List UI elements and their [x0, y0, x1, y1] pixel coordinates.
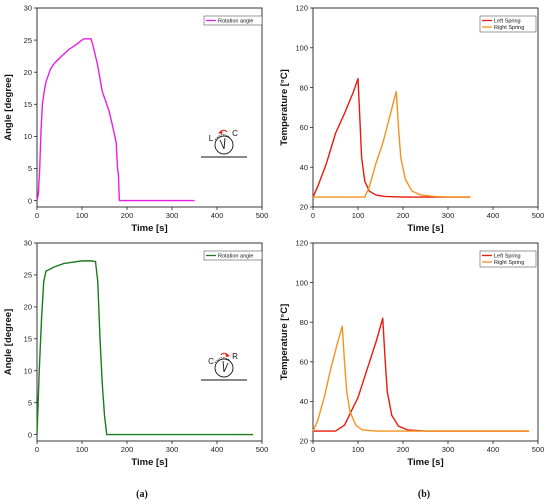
y-tick-label: 80 — [300, 318, 308, 327]
y-tick-label: 40 — [300, 397, 308, 406]
x-tick-label: 300 — [442, 211, 455, 220]
inset-spoke — [223, 362, 229, 373]
legend-entry: Left Spring — [494, 254, 521, 260]
y-tick-label: 5 — [28, 398, 32, 407]
legend — [479, 250, 537, 268]
x-tick-label: 400 — [487, 211, 500, 220]
x-tick-label: 400 — [211, 211, 224, 220]
x-tick-label: 200 — [397, 445, 410, 454]
y-tick-label: 20 — [24, 303, 32, 312]
inset-diagram: CR — [201, 352, 247, 381]
plot-frame — [312, 242, 539, 442]
y-tick-label: 15 — [24, 335, 32, 344]
y-tick-label: 30 — [24, 239, 32, 248]
x-tick-label: 100 — [352, 445, 365, 454]
x-tick-label: 100 — [76, 211, 89, 220]
x-tick-label: 500 — [532, 445, 545, 454]
x-tick-label: 300 — [166, 445, 179, 454]
y-tick-label: 10 — [24, 132, 32, 141]
y-tick-label: 40 — [300, 163, 308, 172]
x-tick-label: 500 — [532, 211, 545, 220]
x-tick-label: 200 — [121, 211, 134, 220]
inset-arrow-head — [225, 352, 230, 357]
inset-spoke — [219, 139, 225, 150]
inset-left-label: L — [209, 134, 214, 143]
legend-entry: Right Spring — [494, 25, 524, 31]
x-tick-label: 0 — [311, 445, 315, 454]
legend-entry: Rotation angle — [218, 254, 253, 260]
inset-spoke — [222, 360, 225, 373]
inset-spoke — [223, 137, 226, 150]
series-line-right-spring — [313, 90, 471, 198]
chart-rotation-angle-bottom: 0 100 200 300 400 500 0 5 10 15 20 25 30 Time [s] Angl… — [3, 239, 268, 468]
x-tick-label: 500 — [256, 211, 269, 220]
x-axis-label: Time [s] — [131, 223, 167, 234]
y-tick-label: 30 — [24, 4, 32, 13]
legend-entry: Rotation angle — [218, 19, 253, 25]
x-axis-label: Time [s] — [131, 457, 167, 468]
y-tick-label: 20 — [300, 203, 308, 212]
x-axis-label: Time [s] — [407, 457, 443, 468]
y-tick-label: 25 — [24, 271, 32, 280]
x-tick-label: 0 — [311, 211, 315, 220]
plot-frame — [36, 242, 263, 442]
y-axis-label: Temperature [°C] — [279, 69, 290, 145]
x-tick-label: 200 — [397, 211, 410, 220]
inset-dashed-arrow — [214, 134, 231, 141]
y-tick-label: 60 — [300, 358, 308, 367]
y-tick-label: 60 — [300, 123, 308, 132]
x-tick-label: 200 — [121, 445, 134, 454]
x-tick-label: 400 — [487, 445, 500, 454]
chart-temperature-bottom: 0 100 200 300 400 500 20 40 60 80 100 120 Time [s] Te… — [279, 239, 544, 468]
x-tick-label: 0 — [35, 211, 39, 220]
legend — [203, 250, 263, 261]
inset-left-label: C — [208, 357, 214, 366]
x-tick-label: 300 — [442, 445, 455, 454]
legend — [203, 15, 263, 26]
series-line-right-spring — [312, 325, 529, 432]
x-tick-label: 0 — [35, 445, 39, 454]
y-tick-label: 120 — [295, 4, 308, 13]
y-tick-label: 15 — [24, 100, 32, 109]
series-line-rotation-angle — [36, 260, 253, 436]
y-tick-label: 20 — [24, 68, 32, 77]
inset-right-label: R — [232, 352, 238, 361]
plot-frame — [36, 7, 263, 208]
y-tick-label: 10 — [24, 366, 32, 375]
x-axis-label: Time [s] — [407, 223, 443, 234]
x-tick-label: 300 — [166, 211, 179, 220]
legend-entry: Right Spring — [494, 260, 524, 266]
inset-diagram: LC — [201, 129, 247, 158]
y-tick-label: 80 — [300, 83, 308, 92]
series-line-rotation-angle — [36, 38, 195, 202]
chart-rotation-angle-top: 0 100 200 300 400 500 0 5 10 15 20 25 30 Time [s] Angl… — [3, 4, 268, 234]
series-line-left-spring — [313, 317, 529, 432]
y-axis-label: Angle [degree] — [3, 74, 14, 141]
y-tick-label: 120 — [295, 239, 308, 248]
inset-arrow-head — [218, 129, 223, 134]
y-axis-label: Angle [degree] — [3, 309, 14, 376]
y-tick-label: 100 — [295, 44, 308, 53]
y-tick-label: 100 — [295, 278, 308, 287]
x-tick-label: 100 — [352, 211, 365, 220]
inset-dashed-arrow — [214, 357, 231, 364]
caption-b: (b) — [418, 489, 430, 500]
x-tick-label: 100 — [76, 445, 89, 454]
plot-frame — [312, 7, 539, 208]
y-tick-label: 20 — [300, 437, 308, 446]
inset-right-label: C — [232, 129, 238, 138]
legend-entry: Left Spring — [494, 19, 521, 25]
y-tick-label: 5 — [28, 164, 32, 173]
y-axis-label: Temperature [°C] — [279, 304, 290, 380]
x-tick-label: 400 — [211, 445, 224, 454]
y-tick-label: 0 — [28, 430, 32, 439]
series-line-left-spring — [312, 77, 471, 198]
caption-a: (a) — [136, 489, 148, 500]
y-tick-label: 25 — [24, 36, 32, 45]
legend — [479, 15, 537, 33]
chart-temperature-top: 0 100 200 300 400 500 20 40 60 80 100 120 Time [s] Te… — [279, 4, 544, 234]
x-tick-label: 500 — [256, 445, 269, 454]
y-tick-label: 0 — [28, 196, 32, 205]
